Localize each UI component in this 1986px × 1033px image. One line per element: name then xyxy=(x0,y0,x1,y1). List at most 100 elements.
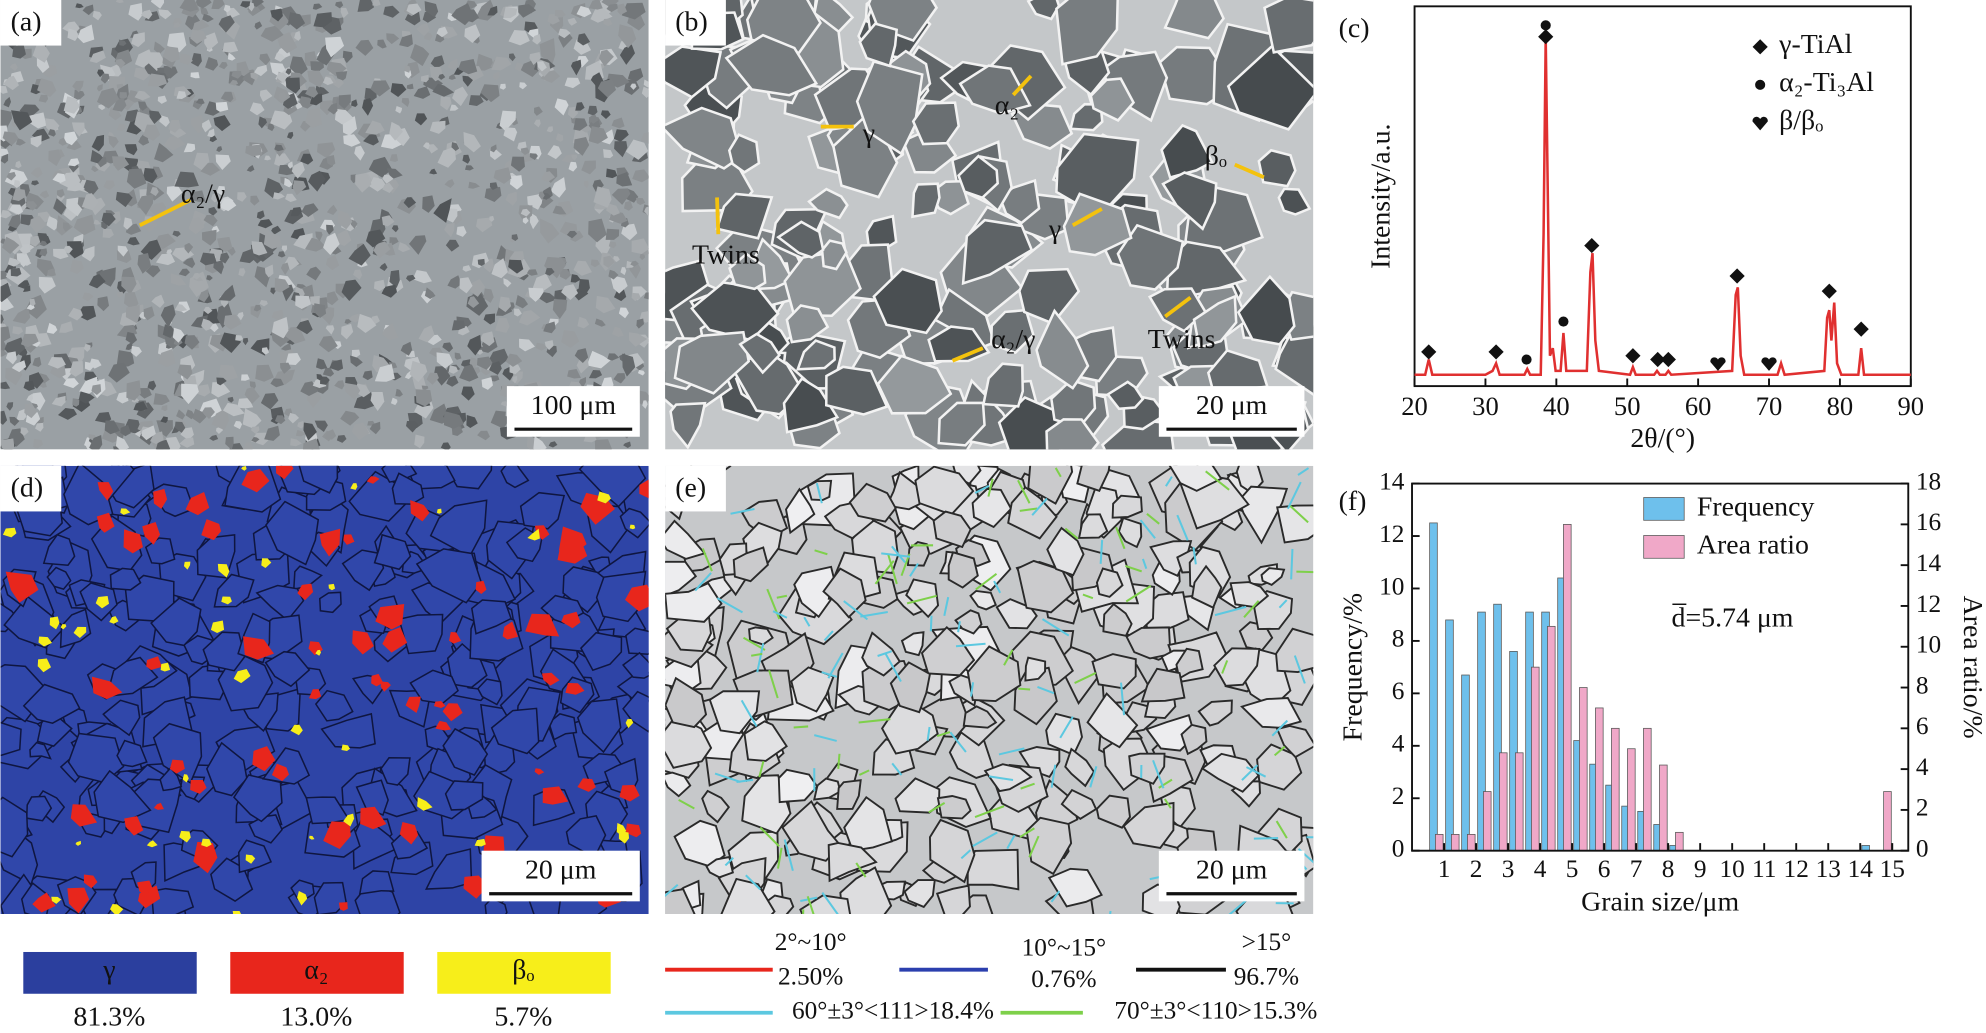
texture-grain xyxy=(0,109,13,129)
texture-grain xyxy=(577,778,596,792)
texture-grain xyxy=(490,707,540,755)
y-tick-label: 6 xyxy=(1392,677,1405,705)
texture-grain xyxy=(238,268,246,277)
texture-grain xyxy=(285,352,301,365)
texture-grain xyxy=(63,96,81,114)
texture-boundary xyxy=(960,849,972,860)
texture-grain xyxy=(47,356,66,369)
texture-boundary xyxy=(827,652,844,679)
texture-grain xyxy=(377,39,387,49)
y2-tick-label: 10 xyxy=(1916,631,1941,659)
texture-boundary xyxy=(1141,558,1148,570)
texture-boundary xyxy=(877,650,893,657)
texture-grain xyxy=(529,212,539,230)
texture-boundary xyxy=(1290,548,1294,580)
texture-grain xyxy=(271,225,282,235)
texture-grain xyxy=(218,62,228,70)
texture-grain xyxy=(46,268,56,277)
texture-boundary xyxy=(1228,898,1248,915)
texture-grain xyxy=(701,789,731,824)
texture-boundary xyxy=(1003,649,1014,666)
texture-grain xyxy=(502,621,519,640)
texture-grain xyxy=(545,268,555,276)
texture-grain xyxy=(447,12,457,22)
texture-grain xyxy=(1045,418,1100,450)
texture-boundary xyxy=(855,862,867,878)
texture-grain xyxy=(150,186,159,197)
texture-boundary xyxy=(1146,512,1160,525)
texture-grain xyxy=(295,295,311,310)
texture-grain xyxy=(206,275,213,281)
texture-grain xyxy=(81,193,99,211)
texture-grain xyxy=(200,252,217,266)
texture-grain xyxy=(911,101,961,146)
texture-grain xyxy=(89,434,103,450)
texture-grain xyxy=(276,72,288,84)
texture-grain xyxy=(932,510,972,549)
texture-boundary xyxy=(998,747,1025,756)
texture-grain xyxy=(451,142,460,152)
texture-grain xyxy=(905,578,940,619)
y-tick-label: 14 xyxy=(1379,467,1405,495)
x-tick-label: 20 xyxy=(1401,391,1428,421)
texture-grain xyxy=(96,512,115,533)
texture-grain xyxy=(0,410,8,425)
texture-grain xyxy=(181,383,199,405)
texture-grain xyxy=(25,795,53,822)
texture-grain xyxy=(621,651,649,679)
texture-grain xyxy=(608,269,619,280)
texture-grain xyxy=(326,204,338,215)
texture-grain xyxy=(843,795,894,852)
legend-symbol xyxy=(1752,116,1768,131)
texture-boundary xyxy=(736,778,754,784)
texture-grain xyxy=(162,324,176,339)
texture-grain xyxy=(264,264,274,278)
texture-grain xyxy=(958,64,1032,115)
texture-grain xyxy=(116,739,148,768)
texture-grain xyxy=(29,298,36,306)
texture-grain xyxy=(290,206,303,217)
bar xyxy=(1483,791,1492,852)
texture-grain xyxy=(75,3,84,9)
texture-grain xyxy=(219,198,237,212)
texture-grain xyxy=(477,356,493,370)
texture-grain xyxy=(381,322,399,341)
texture-grain xyxy=(254,21,263,30)
texture-grain xyxy=(603,18,613,27)
texture-grain xyxy=(608,241,617,249)
texture-grain xyxy=(630,260,639,267)
texture-grain xyxy=(588,370,603,379)
texture-grain xyxy=(395,105,403,114)
texture-grain xyxy=(147,73,168,87)
texture-grain xyxy=(276,32,298,54)
texture-boundary xyxy=(1296,570,1314,574)
texture-grain xyxy=(395,388,403,397)
plot-frame xyxy=(1413,5,1912,388)
texture-grain xyxy=(0,381,11,390)
texture-grain xyxy=(3,96,12,108)
texture-grain xyxy=(467,334,482,356)
texture-grain xyxy=(611,188,631,205)
texture-grain xyxy=(341,323,354,340)
texture-grain xyxy=(316,373,324,381)
texture-grain xyxy=(320,712,376,749)
texture-grain xyxy=(179,830,191,843)
texture-grain xyxy=(215,154,231,171)
texture-grain xyxy=(323,232,340,255)
texture-grain xyxy=(222,41,239,53)
texture-grain xyxy=(643,292,649,300)
texture-boundary xyxy=(987,478,994,497)
texture-grain xyxy=(53,198,67,215)
texture-grain xyxy=(31,180,40,186)
texture-grain xyxy=(118,39,127,46)
texture-grain xyxy=(505,353,523,367)
texture-grain xyxy=(414,434,425,449)
texture-grain xyxy=(641,86,649,98)
texture-grain xyxy=(406,3,422,15)
legend-label: α₂-Ti₃Al xyxy=(1779,67,1874,98)
texture-grain xyxy=(322,76,334,86)
texture-grain xyxy=(123,529,143,554)
texture-grain xyxy=(613,373,626,384)
panel-label: (e) xyxy=(675,472,706,503)
texture-boundary xyxy=(1293,655,1306,684)
